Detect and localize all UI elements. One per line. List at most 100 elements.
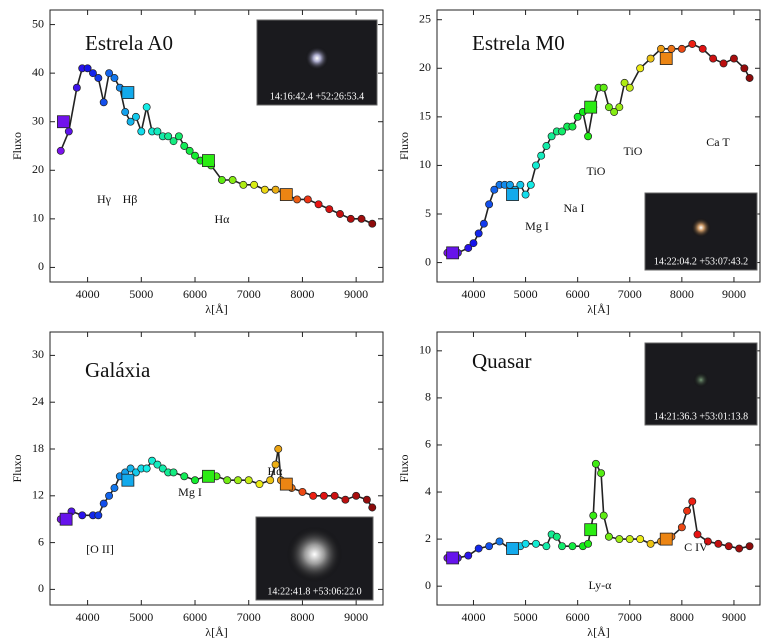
narrowband-point xyxy=(637,536,644,543)
line-annotation: Mg I xyxy=(178,485,202,499)
narrowband-point xyxy=(678,524,685,531)
y-tick-label: 25 xyxy=(419,11,431,25)
y-tick-label: 5 xyxy=(425,206,431,220)
narrowband-point xyxy=(65,128,72,135)
x-tick-label: 7000 xyxy=(618,287,642,301)
narrowband-point xyxy=(616,536,623,543)
narrowband-point xyxy=(224,477,231,484)
narrowband-point xyxy=(496,538,503,545)
y-tick-label: 0 xyxy=(38,259,44,273)
x-tick-label: 8000 xyxy=(290,610,314,624)
broadband-point xyxy=(660,53,672,65)
y-axis-label: Fluxo xyxy=(397,132,411,160)
narrowband-point xyxy=(592,460,599,467)
y-tick-label: 10 xyxy=(419,157,431,171)
narrowband-point xyxy=(256,481,263,488)
narrowband-point xyxy=(95,512,102,519)
x-tick-label: 9000 xyxy=(344,287,368,301)
narrowband-point xyxy=(626,84,633,91)
x-tick-label: 8000 xyxy=(670,610,694,624)
narrowband-point xyxy=(320,492,327,499)
narrowband-point xyxy=(725,543,732,550)
narrowband-point xyxy=(637,65,644,72)
y-tick-label: 40 xyxy=(32,65,44,79)
inset-coordinates: 14:16:42.4 +52:26:53.4 xyxy=(270,91,364,102)
inset-coordinates: 14:21:36.3 +53:01:13.8 xyxy=(654,411,748,422)
narrowband-point xyxy=(605,533,612,540)
broadband-point xyxy=(280,478,292,490)
narrowband-point xyxy=(532,162,539,169)
y-tick-label: 24 xyxy=(32,394,44,408)
narrowband-point xyxy=(181,473,188,480)
y-tick-label: 0 xyxy=(38,581,44,595)
y-tick-label: 50 xyxy=(32,16,44,30)
line-annotation: TiO xyxy=(587,164,606,178)
broadband-point xyxy=(122,87,134,99)
broadband-point xyxy=(660,533,672,545)
narrowband-point xyxy=(369,220,376,227)
narrowband-point xyxy=(342,496,349,503)
y-tick-label: 30 xyxy=(32,347,44,361)
x-tick-label: 5000 xyxy=(514,287,538,301)
narrowband-point xyxy=(485,201,492,208)
narrowband-point xyxy=(569,543,576,550)
narrowband-point xyxy=(100,99,107,106)
narrowband-point xyxy=(138,128,145,135)
narrowband-point xyxy=(715,540,722,547)
narrowband-point xyxy=(79,512,86,519)
narrowband-point xyxy=(111,74,118,81)
line-annotation: Ly-α xyxy=(589,578,613,592)
broadband-point xyxy=(507,189,519,201)
narrowband-point xyxy=(470,240,477,247)
broadband-point xyxy=(280,189,292,201)
y-tick-label: 8 xyxy=(425,390,431,404)
narrowband-point xyxy=(272,186,279,193)
narrowband-point xyxy=(522,540,529,547)
narrowband-point xyxy=(532,540,539,547)
line-annotation: Ca T xyxy=(706,135,730,149)
panel-title: Galáxia xyxy=(85,358,151,382)
narrowband-point xyxy=(191,477,198,484)
panel-title: Quasar xyxy=(472,349,531,373)
inset-object xyxy=(691,218,711,238)
x-tick-label: 4000 xyxy=(76,610,100,624)
line-annotation: Hβ xyxy=(123,192,138,206)
inset-coordinates: 14:22:41.8 +53:06:22.0 xyxy=(267,586,361,597)
y-tick-label: 6 xyxy=(425,437,431,451)
narrowband-point xyxy=(100,500,107,507)
x-tick-label: 4000 xyxy=(461,287,485,301)
broadband-point xyxy=(202,155,214,167)
narrowband-point xyxy=(543,543,550,550)
broadband-point xyxy=(122,474,134,486)
narrowband-point xyxy=(240,181,247,188)
narrowband-point xyxy=(95,74,102,81)
narrowband-point xyxy=(331,492,338,499)
narrowband-point xyxy=(358,215,365,222)
inset-coordinates: 14:22:04.2 +53:07:43.2 xyxy=(654,256,748,267)
narrowband-point xyxy=(689,40,696,47)
narrowband-point xyxy=(293,196,300,203)
narrowband-point xyxy=(170,469,177,476)
narrowband-point xyxy=(584,133,591,140)
narrowband-point xyxy=(143,104,150,111)
y-tick-label: 18 xyxy=(32,441,44,455)
narrowband-point xyxy=(746,74,753,81)
narrowband-point xyxy=(143,465,150,472)
line-annotation: Mg I xyxy=(525,219,549,233)
narrowband-point xyxy=(600,84,607,91)
x-tick-label: 6000 xyxy=(183,287,207,301)
narrowband-point xyxy=(710,55,717,62)
narrowband-point xyxy=(626,536,633,543)
narrowband-point xyxy=(105,492,112,499)
x-axis-label: λ[Å] xyxy=(205,625,227,639)
narrowband-point xyxy=(261,186,268,193)
x-tick-label: 8000 xyxy=(670,287,694,301)
narrowband-point xyxy=(353,492,360,499)
narrowband-point xyxy=(229,176,236,183)
x-tick-label: 9000 xyxy=(722,610,746,624)
narrowband-point xyxy=(245,477,252,484)
narrowband-point xyxy=(657,45,664,52)
narrowband-point xyxy=(517,181,524,188)
